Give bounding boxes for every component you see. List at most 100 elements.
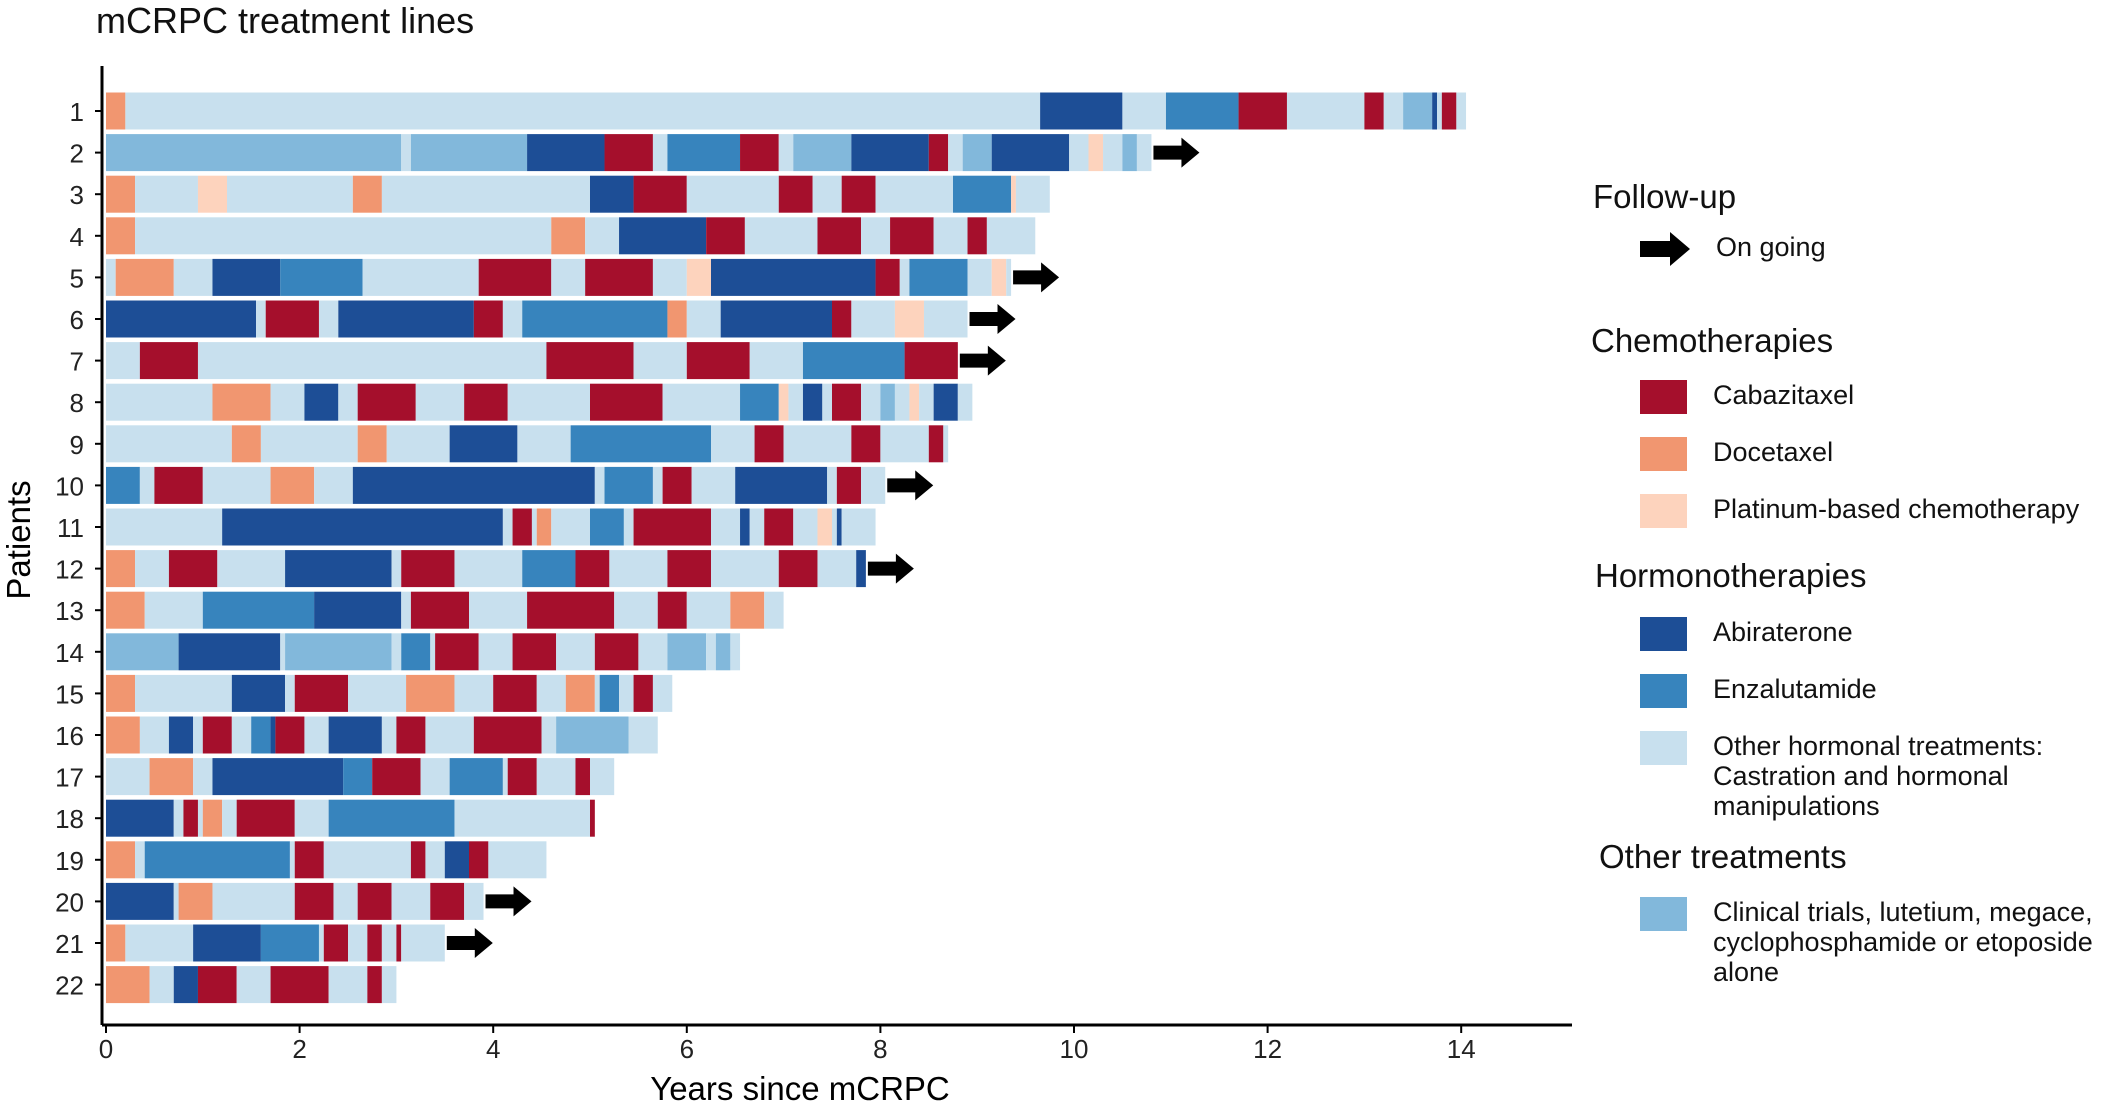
segment-abiraterone: Abiraterone [590, 175, 634, 213]
legend-label: Cabazitaxel [1713, 380, 1855, 410]
segment-cabazitaxel: Cabazitaxel [967, 217, 987, 255]
segment-other: Other hormonal treatments: Castration an… [193, 716, 203, 754]
segment-platinum-based: Platinum-based chemotherapy [817, 508, 832, 546]
segment-other: Other hormonal treatments: Castration an… [106, 508, 223, 546]
segment-cabazitaxel: Cabazitaxel [590, 799, 595, 837]
segment-other: Other hormonal treatments: Castration an… [1015, 175, 1050, 213]
segment-cabazitaxel: Cabazitaxel [294, 841, 324, 879]
segment-other: Other hormonal treatments: Castration an… [391, 550, 402, 588]
segment-other: Other hormonal treatments: Castration an… [652, 466, 663, 504]
segment-other: Other hormonal treatments: Castration an… [362, 258, 479, 296]
legend-item-enzalutamide: Enzalutamide [1640, 674, 2128, 708]
segment-cabazitaxel: Cabazitaxel [372, 758, 421, 796]
segment-other: Other hormonal treatments: Castration an… [652, 674, 673, 712]
y-tick-label: 12 [55, 555, 84, 585]
segment-abiraterone: Abiraterone [619, 217, 707, 255]
segment-cabazitaxel: Cabazitaxel [527, 591, 615, 629]
segment-other: Other hormonal treatments: Castration an… [778, 134, 794, 172]
segment-cabazitaxel: Cabazitaxel [183, 799, 198, 837]
bar-group: DocetaxelOther hormonal treatments: Cast… [106, 92, 1467, 1004]
segment-docetaxel: Docetaxel [106, 550, 136, 588]
segment-cabazitaxel: Cabazitaxel [928, 134, 949, 172]
y-tick-label: 13 [55, 596, 84, 626]
segment-clinical: Clinical trials, lutetium, megace, cyclo… [667, 633, 707, 671]
patient-row-9: Other hormonal treatments: Castration an… [106, 425, 949, 463]
legend-item-other-treatments: Clinical trials, lutetium, megace, cyclo… [1640, 897, 2128, 987]
segment-cabazitaxel: Cabazitaxel [851, 425, 881, 463]
segment-other: Other hormonal treatments: Castration an… [260, 425, 358, 463]
segment-cabazitaxel: Cabazitaxel [139, 342, 198, 380]
segment-enzalutamide: Enzalutamide [740, 383, 779, 421]
y-tick-label: 17 [55, 763, 84, 793]
segment-other: Other hormonal treatments: Castration an… [135, 217, 552, 255]
segment-other: Other hormonal treatments: Castration an… [943, 425, 949, 463]
segment-abiraterone: Abiraterone [231, 674, 286, 712]
segment-other: Other hormonal treatments: Castration an… [222, 799, 237, 837]
segment-cabazitaxel: Cabazitaxel [633, 175, 687, 213]
segment-enzalutamide: Enzalutamide [522, 550, 576, 588]
segment-other: Other hormonal treatments: Castration an… [338, 383, 358, 421]
segment-other: Other hormonal treatments: Castration an… [1122, 92, 1166, 130]
segment-other: Other hormonal treatments: Castration an… [135, 674, 232, 712]
segment-docetaxel: Docetaxel [106, 217, 136, 255]
segment-docetaxel: Docetaxel [106, 92, 126, 130]
segment-cabazitaxel: Cabazitaxel [275, 716, 305, 754]
segment-other: Other hormonal treatments: Castration an… [861, 383, 881, 421]
y-tick-label: 10 [55, 471, 84, 501]
segment-abiraterone: Abiraterone [193, 924, 261, 962]
segment-enzalutamide: Enzalutamide [599, 674, 620, 712]
segment-enzalutamide: Enzalutamide [449, 758, 503, 796]
segment-abiraterone: Abiraterone [711, 258, 876, 296]
color-swatch [1640, 437, 1687, 471]
segment-platinum-based: Platinum-based chemotherapy [197, 175, 227, 213]
segment-other: Other hormonal treatments: Castration an… [304, 716, 329, 754]
segment-cabazitaxel: Cabazitaxel [265, 300, 319, 338]
y-tick-label: 2 [70, 139, 84, 169]
patient-row-1: Docetaxel Other hormonal treatments: Cast… [106, 92, 1467, 130]
legend-label: Docetaxel [1713, 437, 1834, 467]
segment-enzalutamide: Enzalutamide [909, 258, 968, 296]
y-tick-label: 8 [70, 388, 84, 418]
segment-other: Other hormonal treatments: Castration an… [348, 924, 368, 962]
legend-other-title: Other treatments [1599, 838, 1847, 875]
segment-other: Other hormonal treatments: Castration an… [957, 383, 973, 421]
segment-abiraterone: Abiraterone [991, 134, 1070, 172]
segment-clinical: Clinical trials, lutetium, megace, cyclo… [1122, 134, 1137, 172]
segment-other: Other hormonal treatments: Castration an… [551, 508, 590, 546]
segment-other: Other hormonal treatments: Castration an… [827, 466, 837, 504]
segment-cabazitaxel: Cabazitaxel [396, 924, 402, 962]
segment-other: Other hormonal treatments: Castration an… [1456, 92, 1467, 130]
segment-cabazitaxel: Cabazitaxel [754, 425, 784, 463]
segment-other: Other hormonal treatments: Castration an… [764, 591, 784, 629]
segment-other: Other hormonal treatments: Castration an… [256, 300, 266, 338]
patient-row-17: Other hormonal treatments: Castration an… [106, 758, 615, 796]
segment-abiraterone: Abiraterone [449, 425, 518, 463]
segment-docetaxel: Docetaxel [270, 466, 315, 504]
segment-docetaxel: Docetaxel [149, 758, 194, 796]
segment-cabazitaxel: Cabazitaxel [396, 716, 426, 754]
segment-other: Other hormonal treatments: Castration an… [381, 966, 397, 1004]
segment-enzalutamide: Enzalutamide [280, 258, 363, 296]
segment-cabazitaxel: Cabazitaxel [357, 882, 392, 920]
segment-other: Other hormonal treatments: Castration an… [861, 217, 891, 255]
patient-row-5: Other hormonal treatments: Castration an… [106, 258, 1012, 296]
segment-other: Other hormonal treatments: Castration an… [381, 924, 397, 962]
segment-cabazitaxel: Cabazitaxel [357, 383, 416, 421]
segment-docetaxel: Docetaxel [352, 175, 382, 213]
segment-other: Other hormonal treatments: Castration an… [314, 466, 353, 504]
y-tick-label: 11 [57, 513, 84, 543]
segment-other: Other hormonal treatments: Castration an… [507, 383, 590, 421]
segment-enzalutamide: Enzalutamide [328, 799, 455, 837]
x-tick-label: 8 [873, 1034, 887, 1064]
ongoing-arrow-group [446, 137, 1200, 958]
segment-enzalutamide: Enzalutamide [260, 924, 319, 962]
segment-abiraterone: Abiraterone [106, 300, 257, 338]
segment-other: Other hormonal treatments: Castration an… [149, 966, 174, 1004]
patient-row-7: Other hormonal treatments: Castration an… [106, 342, 958, 380]
segment-other: Other hormonal treatments: Castration an… [197, 342, 547, 380]
segment-other: Other hormonal treatments: Castration an… [139, 716, 169, 754]
segment-enzalutamide: Enzalutamide [604, 466, 653, 504]
segment-other: Other hormonal treatments: Castration an… [1006, 258, 1012, 296]
y-tick-label: 16 [55, 721, 84, 751]
